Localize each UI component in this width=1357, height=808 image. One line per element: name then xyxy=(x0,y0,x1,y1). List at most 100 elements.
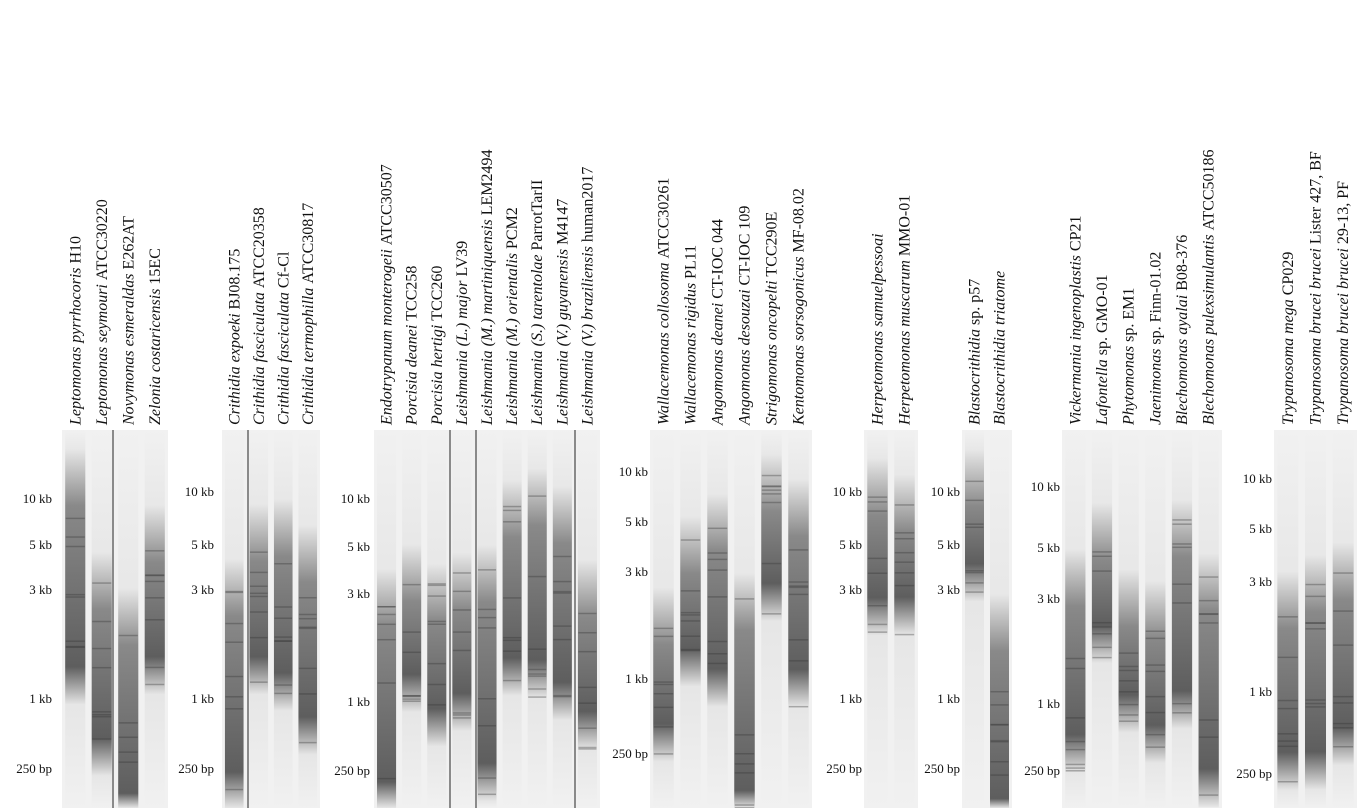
strain: ATCC50186 xyxy=(1201,149,1218,230)
lane-label: Leishmania (L.) major LV39 xyxy=(454,241,471,426)
band xyxy=(402,700,421,702)
band xyxy=(65,645,85,648)
marker-label: 5 kb xyxy=(29,537,52,552)
band xyxy=(503,509,522,512)
band xyxy=(1092,555,1112,558)
band xyxy=(1333,644,1354,646)
lane-smear xyxy=(1198,430,1219,808)
lane-label: Herpetomonas muscarum MMO-01 xyxy=(897,195,914,426)
band xyxy=(65,646,85,649)
band xyxy=(734,772,755,774)
band xyxy=(528,495,547,497)
marker-label: 10 kb xyxy=(931,484,960,499)
lane-label: Angomonas deanei CT-IOC 044 xyxy=(710,219,727,426)
band xyxy=(452,649,471,652)
band xyxy=(761,493,782,495)
marker-label: 5 kb xyxy=(839,537,862,552)
marker-label: 1 kb xyxy=(625,671,648,686)
band xyxy=(965,591,984,593)
band xyxy=(298,596,317,599)
strain: LV39 xyxy=(454,241,471,277)
band xyxy=(145,619,165,621)
band xyxy=(1119,703,1139,706)
band xyxy=(427,584,446,587)
species-name: Leishmania (V.) guyanensis xyxy=(554,249,571,426)
species-name: Angomonas desouzai xyxy=(737,289,754,426)
lane-label: Blechomonas pulexsimulantis ATCC50186 xyxy=(1201,149,1218,425)
band xyxy=(298,741,317,744)
band xyxy=(452,590,471,593)
band xyxy=(965,570,984,572)
species-name: Wallacemonas rigidus xyxy=(683,283,700,425)
band xyxy=(92,620,112,623)
lane-label: Vickermania ingenoplastis CP21 xyxy=(1067,216,1084,425)
band xyxy=(92,711,112,713)
strain: human2017 xyxy=(579,167,596,243)
band xyxy=(145,597,165,599)
species-name: Zelonia costaricensis xyxy=(147,289,164,425)
species-name: Blastocrithidia xyxy=(967,329,984,425)
lane-smear xyxy=(1171,430,1193,808)
species-name: Crithidia fasciculata xyxy=(251,292,268,425)
strain: Lister 427, BF xyxy=(1308,151,1325,244)
band xyxy=(578,650,597,653)
band xyxy=(1199,719,1219,721)
band xyxy=(298,613,317,616)
band xyxy=(145,574,165,577)
marker-label: 3 kb xyxy=(29,582,52,597)
strain: ATCC20358 xyxy=(251,207,268,288)
strain: sp. p57 xyxy=(967,279,984,325)
band xyxy=(707,662,728,665)
lane-smear xyxy=(1065,430,1086,808)
marker-label: 5 kb xyxy=(1249,521,1272,536)
band xyxy=(553,590,572,593)
species-name: Crithidia expoeki xyxy=(226,313,243,425)
band xyxy=(377,623,396,626)
band xyxy=(680,614,701,616)
marker-label: 250 bp xyxy=(1236,766,1272,781)
band xyxy=(1305,583,1326,586)
lane-label: Leishmania (V.) guyanensis M4147 xyxy=(554,199,571,426)
band xyxy=(894,551,915,554)
band xyxy=(734,752,755,755)
band xyxy=(867,623,888,626)
marker-label: 3 kb xyxy=(1037,591,1060,606)
band xyxy=(225,675,244,678)
strain: TCC290E xyxy=(764,212,781,277)
band xyxy=(867,510,888,512)
band xyxy=(1305,628,1326,630)
band xyxy=(118,634,138,637)
species-name: Novymonas esmeraldas xyxy=(120,273,137,426)
lane-smear xyxy=(577,430,597,808)
band xyxy=(225,708,244,710)
band xyxy=(402,631,421,633)
strain: sp. GMO-01 xyxy=(1094,274,1111,355)
band xyxy=(1199,613,1219,616)
strain: TCC258 xyxy=(404,266,421,321)
band xyxy=(1145,695,1165,698)
band xyxy=(1145,670,1165,673)
band xyxy=(477,725,497,727)
band xyxy=(452,572,471,574)
lane-smear xyxy=(527,430,547,808)
band xyxy=(145,666,165,669)
band xyxy=(990,724,1009,726)
band xyxy=(965,526,984,529)
lane-label: Porcisia hertigi TCC260 xyxy=(429,266,446,426)
band xyxy=(65,536,85,538)
band xyxy=(1199,599,1219,602)
band xyxy=(788,705,809,708)
lane-smear xyxy=(653,430,674,808)
band xyxy=(503,639,522,642)
band xyxy=(1172,519,1192,521)
band xyxy=(553,694,572,697)
band xyxy=(402,694,421,697)
band xyxy=(298,693,317,695)
band xyxy=(894,532,915,534)
lane-label: Leishmania (V.) braziliensis human2017 xyxy=(579,167,596,426)
band xyxy=(298,617,317,620)
band xyxy=(249,571,268,574)
band xyxy=(65,593,85,596)
band xyxy=(965,571,984,574)
band xyxy=(990,723,1009,726)
